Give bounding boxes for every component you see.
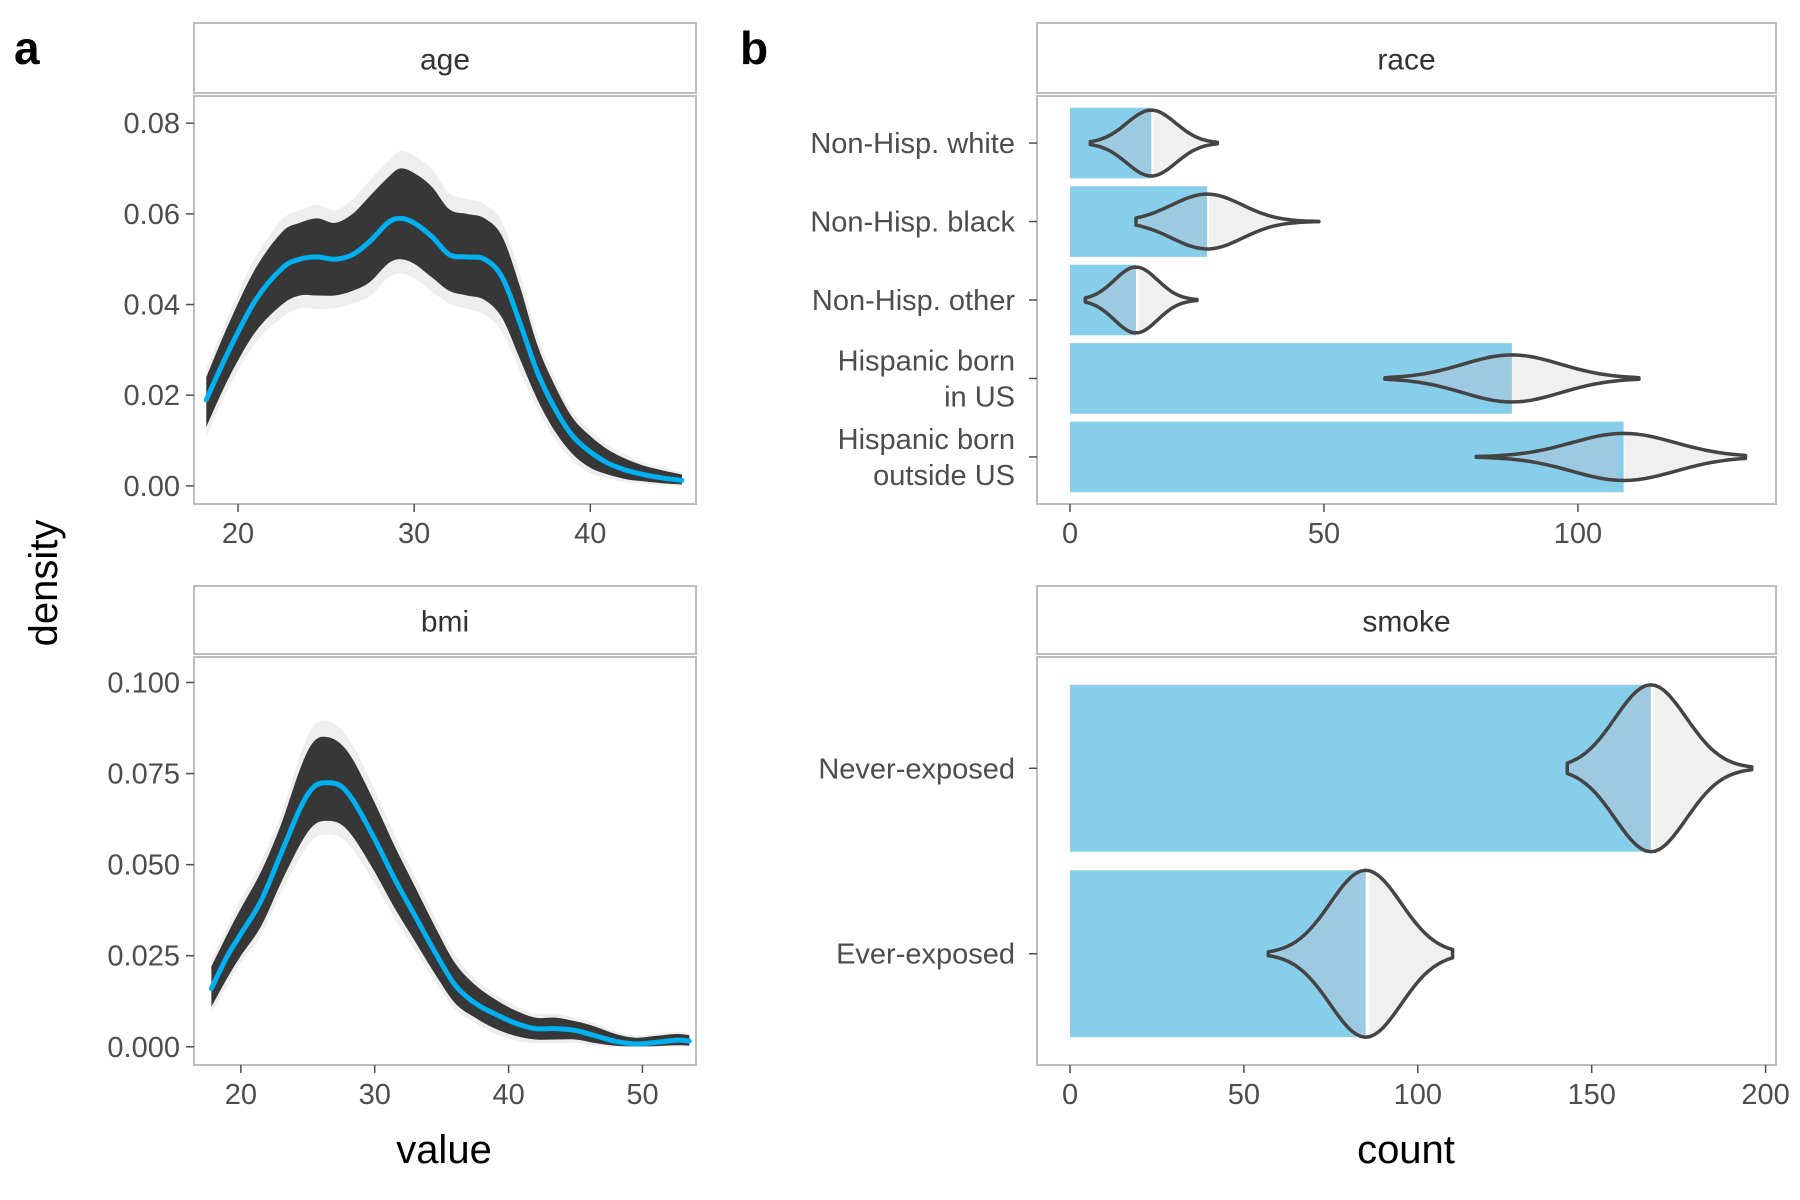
bmi-strip-box <box>193 585 697 655</box>
smoke-bar <box>1070 684 1651 852</box>
age-imputed-band <box>206 168 682 485</box>
race-category-label: Non-Hisp. white <box>810 128 1015 160</box>
race-category-label: Hispanic born outside US <box>838 424 1015 492</box>
smoke-violin-outline <box>1565 683 1754 854</box>
smoke-violin-left-half <box>1567 684 1651 852</box>
race-violin-left-half <box>1384 354 1512 402</box>
race-violin-outline <box>1083 265 1199 335</box>
smoke-category-label: Never-exposed <box>818 753 1015 785</box>
smoke-x-tick-label: 50 <box>1228 1079 1260 1111</box>
race-x-tick-label: 0 <box>1062 518 1078 550</box>
smoke-violin-right-half <box>1654 685 1752 852</box>
smoke-violin-left-half <box>1268 870 1365 1038</box>
panel-b-label: b <box>740 22 768 74</box>
race-violin-left-half <box>1476 433 1618 481</box>
panel-a-label: a <box>14 22 40 74</box>
bmi-y-tick-label: 0.100 <box>107 668 180 700</box>
bmi-strip-label: bmi <box>421 606 469 639</box>
age-x-tick-label: 20 <box>222 518 254 550</box>
race-violin-left-half <box>1136 194 1205 249</box>
race-violin-right-half <box>1624 433 1746 481</box>
bmi-x-tick-label: 40 <box>492 1079 524 1111</box>
race-category-label: Non-Hisp. black <box>810 207 1015 239</box>
race-category-label: Hispanic born in US <box>838 345 1015 413</box>
race-violin-right-half <box>1511 354 1639 402</box>
race-violin-left-half <box>1090 110 1151 176</box>
race-violin-right-half <box>1138 267 1197 333</box>
smoke-x-tick-label: 100 <box>1394 1079 1442 1111</box>
bmi-x-tick-label: 30 <box>359 1079 391 1111</box>
panel-a-y-axis-title: density <box>22 520 66 647</box>
bmi-x-tick-label: 50 <box>626 1079 658 1111</box>
smoke-strip-label: smoke <box>1362 606 1450 639</box>
age-strip-label: age <box>420 44 470 77</box>
bmi-y-tick-label: 0.025 <box>107 941 180 973</box>
panel-b-x-axis-title: count <box>1357 1128 1455 1172</box>
bmi-observed-density-line <box>208 780 692 1047</box>
smoke-strip-box <box>1036 585 1777 655</box>
smoke-bar-panel: smoke 0 50 100 150 200 Never-exposed Ever-expos… <box>818 585 1790 1111</box>
race-violin-outline <box>1134 192 1321 251</box>
age-density-panel: age 0.00 0.02 0.04 0.06 0.08 20 30 40 <box>124 22 697 550</box>
bmi-density-panel: bmi 0.000 0.025 0.050 0.075 0.100 20 30 40 50 <box>107 585 697 1111</box>
race-category-label: Non-Hisp. other <box>812 285 1015 317</box>
race-bar-panel: race 0 50 100 Non-Hisp. white Non-Hisp. black… <box>810 22 1777 550</box>
age-y-tick-label: 0.06 <box>124 199 180 231</box>
race-violin-outline <box>1088 108 1220 178</box>
age-y-tick-label: 0.02 <box>124 380 180 412</box>
age-x-tick-label: 40 <box>574 518 606 550</box>
panel-a-x-axis-title: value <box>396 1128 492 1172</box>
age-y-tick-label: 0.00 <box>124 471 180 503</box>
race-violin-right-half <box>1209 194 1319 249</box>
race-strip-label: race <box>1377 44 1435 77</box>
race-violin-right-half <box>1153 110 1218 176</box>
smoke-category-label: Ever-exposed <box>836 939 1015 971</box>
bmi-y-tick-label: 0.075 <box>107 759 180 791</box>
race-x-tick-label: 50 <box>1308 518 1340 550</box>
smoke-x-tick-label: 200 <box>1741 1079 1789 1111</box>
race-violin-outline <box>1474 431 1748 483</box>
age-y-tick-label: 0.08 <box>124 108 180 140</box>
age-y-tick-label: 0.04 <box>124 290 180 322</box>
smoke-violin-right-half <box>1369 870 1453 1037</box>
smoke-x-tick-label: 150 <box>1567 1079 1615 1111</box>
age-strip-box <box>193 22 697 94</box>
race-violin-left-half <box>1085 267 1136 333</box>
smoke-violin-outline <box>1266 868 1455 1039</box>
age-observed-density-line <box>203 215 685 483</box>
race-strip-box <box>1036 22 1777 94</box>
race-violin-outline <box>1383 353 1641 404</box>
bmi-y-tick-label: 0.000 <box>107 1032 180 1064</box>
smoke-x-tick-label: 0 <box>1062 1079 1078 1111</box>
bmi-imputed-band <box>211 736 690 1047</box>
race-x-tick-label: 100 <box>1554 518 1602 550</box>
bmi-y-tick-label: 0.050 <box>107 850 180 882</box>
bmi-x-tick-label: 20 <box>225 1079 257 1111</box>
age-x-tick-label: 30 <box>398 518 430 550</box>
